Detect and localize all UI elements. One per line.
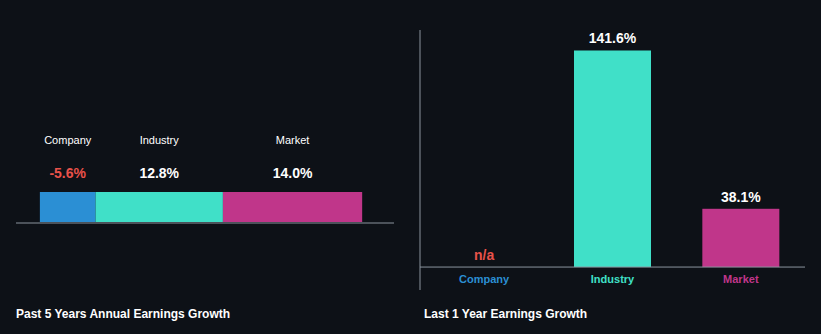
series-label: Market bbox=[276, 134, 310, 146]
zero-line bbox=[420, 267, 805, 268]
bar bbox=[574, 50, 651, 267]
tick-label: Market bbox=[723, 273, 759, 285]
data-label: 14.0% bbox=[273, 165, 313, 181]
axis-line bbox=[16, 223, 394, 224]
chart-horizontal-bar: Company -5.6% Industry 12.8% Market 14.0% Past… bbox=[16, 134, 394, 321]
series-label: Company bbox=[44, 134, 92, 146]
chart-title: Past 5 Years Annual Earnings Growth bbox=[16, 307, 230, 321]
bar bbox=[40, 192, 96, 222]
tick-label: Company bbox=[459, 273, 510, 285]
chart-vertical-bar: n/a Company 141.6% Industry 38.1% Market Last … bbox=[420, 30, 805, 321]
bar bbox=[223, 192, 362, 222]
data-label: -5.6% bbox=[49, 165, 86, 181]
axis-line bbox=[420, 30, 421, 290]
data-label: 141.6% bbox=[589, 30, 637, 46]
bars bbox=[574, 50, 779, 267]
tick-label: Industry bbox=[591, 273, 635, 285]
bars bbox=[40, 192, 362, 222]
data-label: n/a bbox=[474, 247, 494, 263]
data-label: 38.1% bbox=[721, 189, 761, 205]
data-label: 12.8% bbox=[139, 165, 179, 181]
chart-root: Company -5.6% Industry 12.8% Market 14.0% Past… bbox=[0, 0, 821, 334]
chart-title: Last 1 Year Earnings Growth bbox=[424, 307, 587, 321]
bar bbox=[702, 209, 779, 267]
series-label: Industry bbox=[140, 134, 180, 146]
figure: Company -5.6% Industry 12.8% Market 14.0% Past… bbox=[0, 0, 821, 334]
bar bbox=[96, 192, 223, 222]
background bbox=[0, 0, 821, 334]
